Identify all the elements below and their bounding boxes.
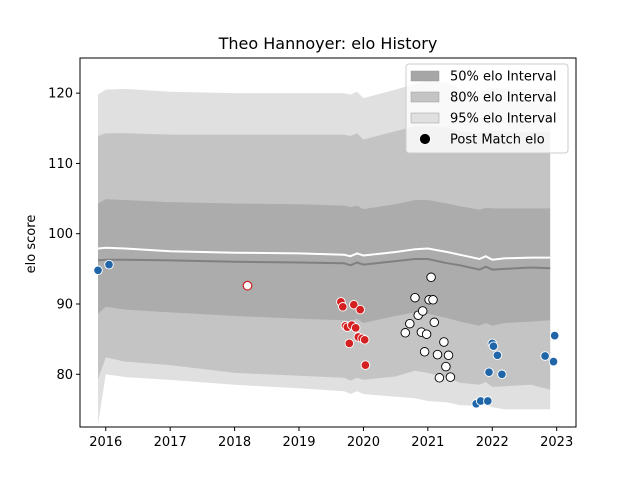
data-point <box>492 350 503 361</box>
y-tick-label: 100 <box>48 227 73 242</box>
chart-title: Theo Hannoyer: elo History <box>218 34 438 53</box>
x-tick-label: 2017 <box>154 435 187 450</box>
data-point <box>443 350 454 361</box>
upper-elo-line <box>97 246 551 261</box>
data-point <box>429 317 440 328</box>
data-point <box>426 272 436 283</box>
data-point <box>497 369 507 380</box>
data-point <box>549 330 560 341</box>
data-point <box>359 335 370 345</box>
y-axis-label: elo score <box>24 215 39 274</box>
data-point <box>355 304 365 315</box>
data-point <box>405 318 415 329</box>
data-point <box>344 338 355 349</box>
band-95-interval <box>98 80 551 425</box>
x-tick-label: 2021 <box>411 435 444 450</box>
x-tick-label: 2016 <box>89 435 122 450</box>
data-point <box>445 372 456 382</box>
y-tick-label: 90 <box>56 298 73 313</box>
legend-label: 95% elo Interval <box>450 112 557 127</box>
axes: 2016 2017 2018 2019 2020 2021 2022 2023 80 90 100 1… <box>48 57 577 450</box>
data-point <box>93 265 103 276</box>
data-point <box>417 306 428 316</box>
legend-box <box>405 63 569 154</box>
y-tick-label: 110 <box>48 157 73 172</box>
legend-label: 80% elo Interval <box>450 91 557 106</box>
data-point <box>338 302 348 312</box>
data-point <box>434 373 445 383</box>
legend-label: 50% elo Interval <box>450 70 557 85</box>
data-point <box>540 351 550 361</box>
x-tick-label: 2018 <box>218 435 251 450</box>
plot-area <box>93 80 560 425</box>
legend-swatch <box>410 91 440 103</box>
y-tick-label: 80 <box>56 368 73 383</box>
x-tick-label: 2022 <box>476 435 509 450</box>
x-tick-label: 2019 <box>282 435 315 450</box>
data-point <box>419 347 430 357</box>
data-point <box>400 328 411 338</box>
mean-elo-line <box>97 258 551 271</box>
data-point <box>548 356 559 367</box>
legend-swatch <box>410 70 440 82</box>
data-point <box>350 323 361 333</box>
data-point <box>410 292 420 303</box>
data-point <box>441 361 451 372</box>
data-point <box>360 360 371 370</box>
legend-swatch <box>410 112 440 124</box>
legend-label: Post Match elo <box>450 133 545 148</box>
data-point <box>242 280 253 291</box>
x-tick-label: 2020 <box>347 435 380 450</box>
x-tick-label: 2023 <box>540 435 573 450</box>
data-point <box>428 295 438 305</box>
axes-frame <box>79 57 577 428</box>
y-tick-label: 120 <box>48 87 73 102</box>
legend-marker <box>419 133 431 145</box>
data-point <box>439 337 449 347</box>
data-point <box>349 299 359 310</box>
data-point <box>484 367 494 377</box>
data-point <box>483 396 493 406</box>
data-point <box>104 259 114 270</box>
data-point <box>421 329 432 339</box>
data-point <box>488 341 499 351</box>
legend: 50% elo Interval 80% elo Interval 95% elo … <box>405 63 569 154</box>
data-point <box>432 349 443 360</box>
